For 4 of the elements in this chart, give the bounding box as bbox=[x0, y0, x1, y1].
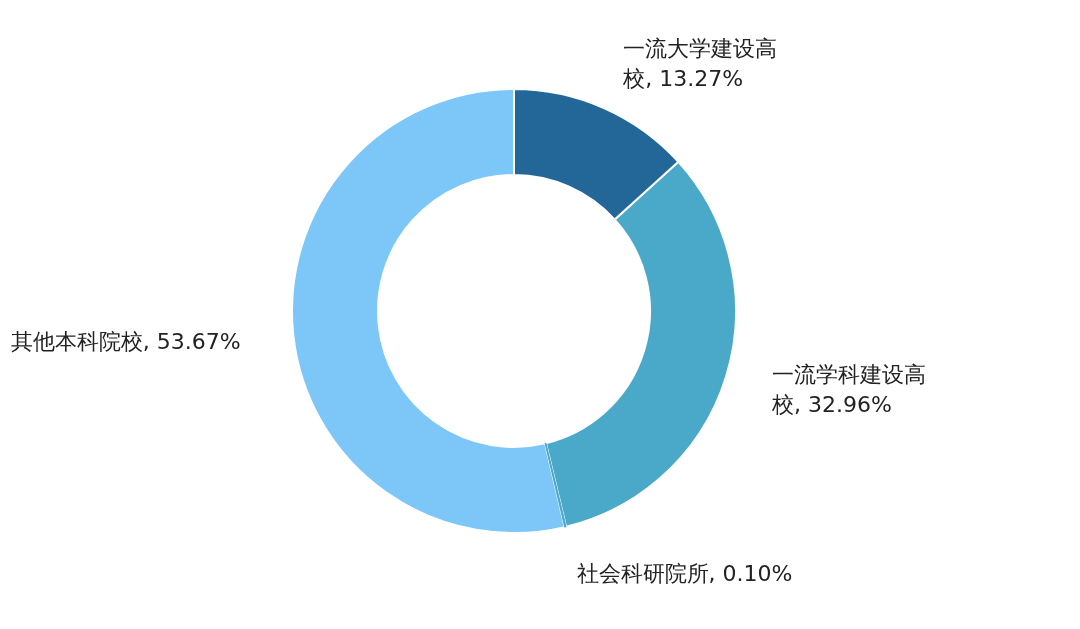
slice-label: 其他本科院校, 53.67% bbox=[9, 328, 242, 357]
slice-label: 社会科研院所, 0.10% bbox=[576, 559, 794, 588]
slice-label: 一流学科建设高校, 32.96% bbox=[772, 361, 928, 420]
slice-label: 一流大学建设高校, 13.27% bbox=[623, 35, 779, 94]
